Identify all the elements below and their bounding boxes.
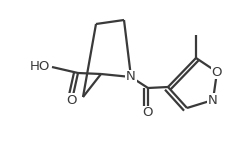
- Text: O: O: [211, 66, 221, 78]
- Text: O: O: [142, 107, 153, 120]
- Text: N: N: [126, 71, 135, 84]
- Text: O: O: [67, 93, 77, 107]
- Text: N: N: [207, 93, 217, 107]
- Text: HO: HO: [29, 60, 50, 73]
